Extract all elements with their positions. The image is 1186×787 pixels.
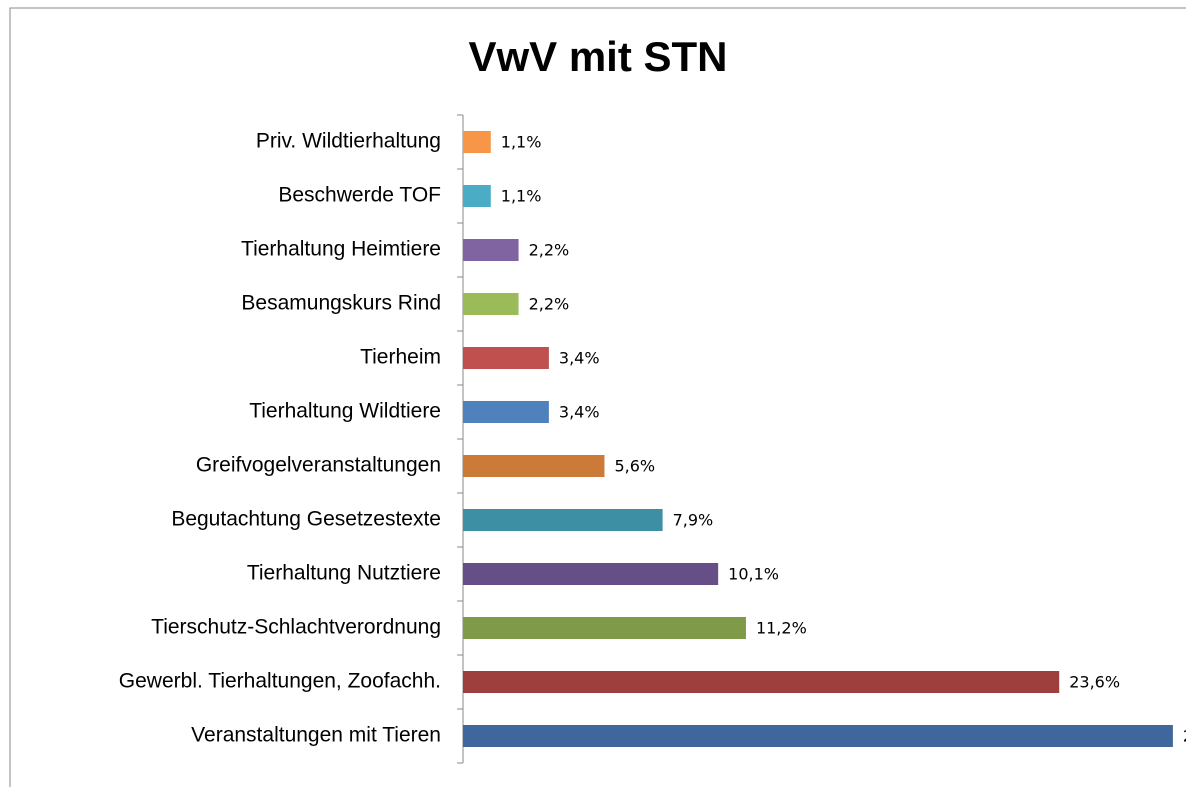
data-label: 23,6% bbox=[1069, 673, 1120, 692]
bar bbox=[463, 293, 519, 315]
data-label: 2,2% bbox=[529, 241, 570, 260]
data-label: 28,1% bbox=[1183, 727, 1186, 746]
bar bbox=[463, 455, 605, 477]
bar bbox=[463, 563, 719, 585]
y-tick-label: Tierheim bbox=[360, 346, 441, 369]
data-label: 1,1% bbox=[501, 133, 542, 152]
data-label: 3,4% bbox=[559, 403, 600, 422]
bar bbox=[463, 509, 663, 531]
chart-frame bbox=[9, 7, 1186, 787]
data-label: 11,2% bbox=[756, 619, 807, 638]
y-tick-label: Tierhaltung Heimtiere bbox=[241, 238, 441, 261]
y-tick-label: Tierhaltung Nutztiere bbox=[247, 562, 441, 585]
bar bbox=[463, 185, 491, 207]
y-tick-label: Tierhaltung Wildtiere bbox=[249, 400, 441, 423]
y-tick-label: Veranstaltungen mit Tieren bbox=[191, 724, 441, 747]
data-label: 2,2% bbox=[529, 295, 570, 314]
y-tick-label: Gewerbl. Tierhaltungen, Zoofachh. bbox=[119, 670, 441, 693]
y-tick-label: Priv. Wildtierhaltung bbox=[256, 130, 441, 153]
bar bbox=[463, 239, 519, 261]
chart-title: VwV mit STN bbox=[468, 33, 727, 80]
data-label: 3,4% bbox=[559, 349, 600, 368]
data-label: 1,1% bbox=[501, 187, 542, 206]
bar bbox=[463, 401, 549, 423]
bar bbox=[463, 131, 491, 153]
data-label: 7,9% bbox=[673, 511, 714, 530]
y-tick-label: Besamungskurs Rind bbox=[241, 292, 441, 315]
data-label: 10,1% bbox=[728, 565, 779, 584]
y-tick-label: Begutachtung Gesetzestexte bbox=[171, 508, 441, 531]
y-tick-label: Beschwerde TOF bbox=[278, 184, 441, 207]
bar bbox=[463, 671, 1060, 693]
bar bbox=[463, 347, 549, 369]
y-tick-label: Greifvogelveranstaltungen bbox=[196, 454, 441, 477]
y-tick-label: Tierschutz-Schlachtverordnung bbox=[151, 616, 441, 639]
bar bbox=[463, 725, 1173, 747]
bar bbox=[463, 617, 746, 639]
data-label: 5,6% bbox=[614, 457, 655, 476]
